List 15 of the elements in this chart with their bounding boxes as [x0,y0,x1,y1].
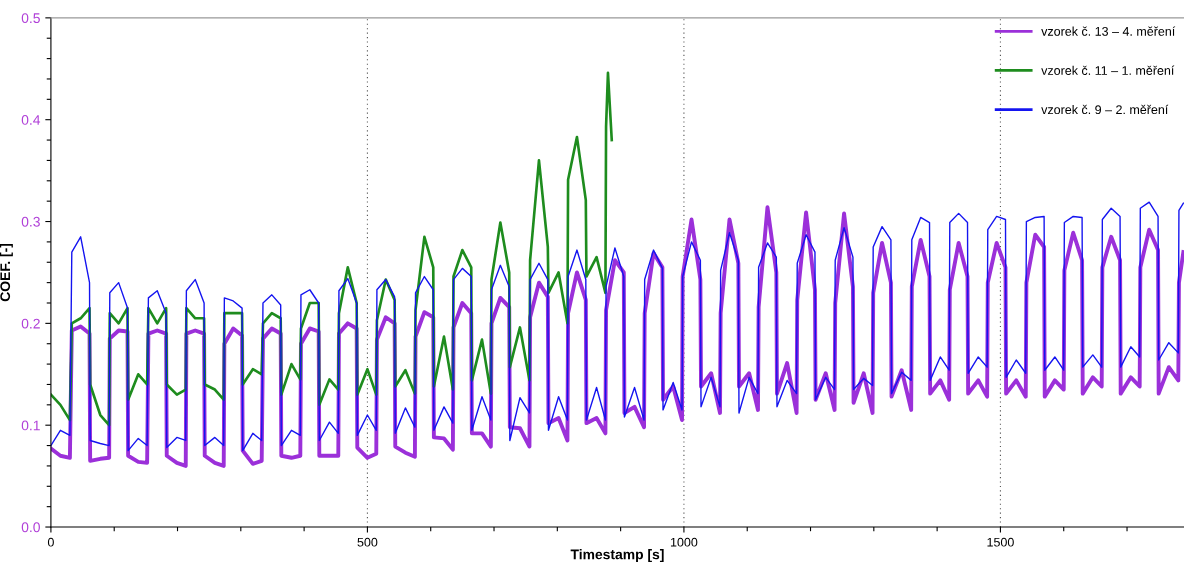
x-tick-label: 1000 [670,537,698,547]
x-axis-title: Timestamp [s] [570,549,664,563]
legend-label: vzorek č. 13 – 4. měření [1041,26,1176,36]
y-axis-title: COEF. [-] [0,243,13,302]
y-tick-label: 0.3 [21,216,40,227]
y-tick-label: 0.4 [21,115,41,125]
x-tick-label: 500 [357,537,378,547]
y-tick-label: 0.5 [21,13,40,24]
y-tick-label: 0.2 [21,318,40,329]
x-tick-label: 0 [47,537,54,547]
legend-label: vzorek č. 9 – 2. měření [1041,104,1169,115]
y-tick-label: 0.0 [21,522,40,533]
legend-label: vzorek č. 11 – 1. měření [1041,65,1175,75]
y-tick-label: 0.1 [21,420,40,431]
x-tick-label: 1500 [987,537,1014,547]
